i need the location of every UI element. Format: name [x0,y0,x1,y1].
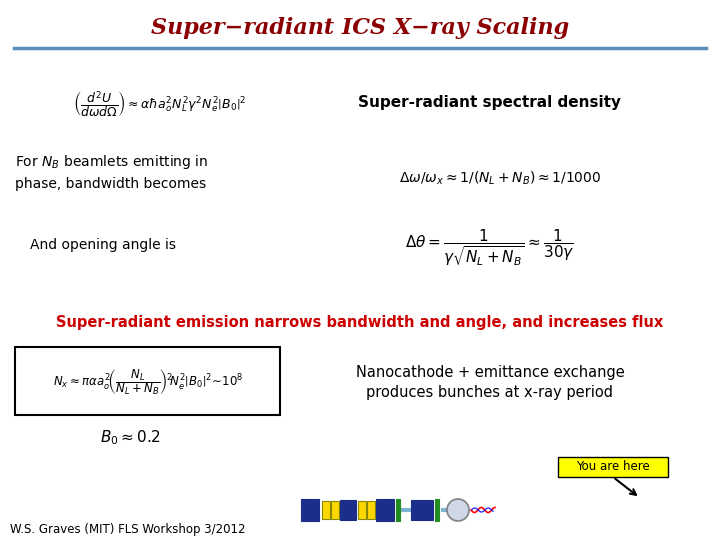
Text: $\left(\dfrac{d^2U}{d\omega d\Omega}\right)\approx\alpha\hbar a_o^2 N_L^2\gamma^: $\left(\dfrac{d^2U}{d\omega d\Omega}\rig… [73,90,247,120]
Text: Super-radiant spectral density: Super-radiant spectral density [359,94,621,110]
Bar [358,501,366,519]
Bar [396,499,400,521]
Bar [331,501,339,519]
Bar [558,457,668,477]
Bar [322,501,330,519]
Text: W.S. Graves (MIT) FLS Workshop 3/2012: W.S. Graves (MIT) FLS Workshop 3/2012 [10,523,246,537]
Bar [301,499,319,521]
Text: $\Delta\theta=\dfrac{1}{\gamma\sqrt{N_L+N_B}}\approx\dfrac{1}{30\gamma}$: $\Delta\theta=\dfrac{1}{\gamma\sqrt{N_L+… [405,227,575,268]
Circle shape [447,499,469,521]
Bar [411,500,433,520]
Text: Nanocathode + emittance exchange: Nanocathode + emittance exchange [356,364,624,380]
Bar [367,501,375,519]
Text: For $N_B$ beamlets emitting in
phase, bandwidth becomes: For $N_B$ beamlets emitting in phase, ba… [15,153,208,191]
Bar [435,499,439,521]
Text: And opening angle is: And opening angle is [30,238,176,252]
Text: You are here: You are here [576,461,650,474]
Bar [376,499,394,521]
Text: $B_0\approx 0.2$: $B_0\approx 0.2$ [100,429,160,447]
Text: $N_x\approx\pi\alpha a_o^2\!\left(\dfrac{N_L}{N_L+N_B}\right)^{\!2}\!N_e^2\left|: $N_x\approx\pi\alpha a_o^2\!\left(\dfrac… [53,367,243,397]
Text: $\Delta\omega/\omega_x\approx 1/(N_L+N_B)\approx 1/1000$: $\Delta\omega/\omega_x\approx 1/(N_L+N_B… [399,170,601,187]
Text: Super−radiant ICS X−ray Scaling: Super−radiant ICS X−ray Scaling [151,17,569,39]
Text: produces bunches at x-ray period: produces bunches at x-ray period [366,386,613,401]
Text: Super-radiant emission narrows bandwidth and angle, and increases flux: Super-radiant emission narrows bandwidth… [56,314,664,329]
Bar [15,347,280,415]
Bar [340,500,356,520]
